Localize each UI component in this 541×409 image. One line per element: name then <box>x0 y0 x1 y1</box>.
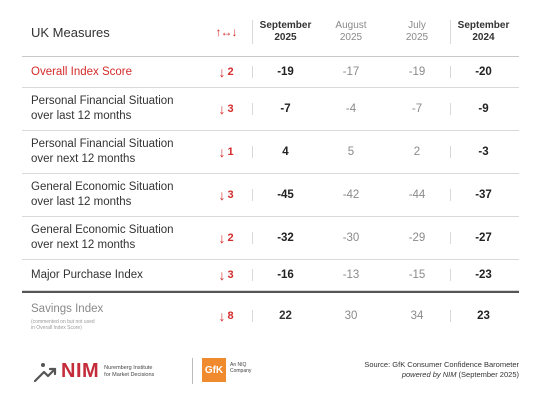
table-row: Personal Financial Situation over next 12… <box>22 131 519 174</box>
change-value: 3 <box>227 103 234 115</box>
source-note: Source: GfK Consumer Confidence Baromete… <box>364 360 519 379</box>
table-row: Major Purchase Index ↓ 3 -16 -13 -15 -23 <box>22 260 519 291</box>
down-arrow-icon: ↓ <box>218 308 226 324</box>
logo-divider <box>192 358 193 384</box>
value-jul-2025: 2 <box>413 146 421 158</box>
column-header-sep-2024: September 2024 <box>450 20 516 44</box>
table-row: General Economic Situation over next 12 m… <box>22 217 519 260</box>
column-header-aug-2025: August 2025 <box>335 20 367 43</box>
column-header-jul-2025: July 2025 <box>405 20 429 43</box>
footer: NIM Nuremberg Institute for Market Decisi… <box>22 348 519 394</box>
change-cell: ↓ 3 <box>200 101 252 117</box>
nim-subtitle: Nuremberg Institute for Market Decisions <box>104 364 155 378</box>
change-cell: ↓ 3 <box>200 267 252 283</box>
value-jul-2025: -19 <box>408 66 426 78</box>
row-label: Personal Financial Situation over next 12… <box>31 138 174 165</box>
gfk-subtitle: An NIQ Company <box>230 362 252 374</box>
row-label: General Economic Situation over last 12 m… <box>31 181 174 208</box>
savings-note: (commented on but not used in Overall Ind… <box>31 318 95 331</box>
savings-label: Savings Index <box>31 302 104 315</box>
value-sep-2024: -37 <box>450 189 516 201</box>
column-header-sep-2025: September 2025 <box>252 20 318 44</box>
down-arrow-icon: ↓ <box>218 187 226 203</box>
change-cell: ↓ 2 <box>200 64 252 80</box>
value-sep-2024: 23 <box>450 310 516 322</box>
change-value: 1 <box>227 146 234 158</box>
row-label: Major Purchase Index <box>31 268 143 281</box>
value-aug-2025: 30 <box>344 310 358 322</box>
change-header: ↑↔↓ <box>200 25 252 39</box>
change-value: 3 <box>227 189 234 201</box>
row-label: Overall Index Score <box>31 65 132 78</box>
value-aug-2025: -13 <box>342 269 360 281</box>
value-aug-2025: -4 <box>345 103 357 115</box>
value-sep-2025: -16 <box>252 269 318 281</box>
value-aug-2025: -17 <box>342 66 360 78</box>
value-sep-2025: -32 <box>252 232 318 244</box>
value-sep-2025: 4 <box>252 146 318 158</box>
gfk-logo: GfK <box>202 358 226 382</box>
change-value: 8 <box>227 310 234 322</box>
savings-row: Savings Index (commented on but not used… <box>22 291 519 339</box>
value-sep-2024: -9 <box>450 103 516 115</box>
table-row: General Economic Situation over last 12 m… <box>22 174 519 217</box>
down-arrow-icon: ↓ <box>218 64 226 80</box>
nim-logo: NIM Nuremberg Institute for Market Decisi… <box>32 360 154 383</box>
row-label: Personal Financial Situation over last 12… <box>31 95 174 122</box>
value-sep-2024: -27 <box>450 232 516 244</box>
value-sep-2024: -23 <box>450 269 516 281</box>
table-row: Personal Financial Situation over last 12… <box>22 88 519 131</box>
value-sep-2024: -20 <box>450 66 516 78</box>
down-arrow-icon: ↓ <box>218 267 226 283</box>
uk-measures-table: UK Measures ↑↔↓ September 2025 August 2025… <box>22 8 519 339</box>
change-cell: ↓ 2 <box>200 230 252 246</box>
nim-wordmark: NIM <box>61 360 100 382</box>
row-label: General Economic Situation over next 12 m… <box>31 224 174 251</box>
value-aug-2025: 5 <box>347 146 355 158</box>
down-arrow-icon: ↓ <box>218 144 226 160</box>
value-aug-2025: -42 <box>342 189 360 201</box>
table-header: UK Measures ↑↔↓ September 2025 August 2025… <box>22 8 519 57</box>
header-title: UK Measures <box>31 24 110 40</box>
value-sep-2024: -3 <box>450 146 516 158</box>
change-value: 2 <box>227 232 234 244</box>
value-sep-2025: -45 <box>252 189 318 201</box>
value-jul-2025: -15 <box>408 269 426 281</box>
value-jul-2025: 34 <box>410 310 424 322</box>
change-cell: ↓ 1 <box>200 144 252 160</box>
down-arrow-icon: ↓ <box>218 101 226 117</box>
change-cell: ↓ 3 <box>200 187 252 203</box>
value-jul-2025: -29 <box>408 232 426 244</box>
change-cell: ↓ 8 <box>200 308 252 324</box>
change-value: 2 <box>227 66 234 78</box>
savings-label-cell: Savings Index (commented on but not used… <box>22 302 200 331</box>
change-value: 3 <box>227 269 234 281</box>
down-arrow-icon: ↓ <box>218 230 226 246</box>
value-aug-2025: -30 <box>342 232 360 244</box>
value-jul-2025: -7 <box>411 103 423 115</box>
value-sep-2025: 22 <box>252 310 318 322</box>
value-sep-2025: -7 <box>252 103 318 115</box>
value-sep-2025: -19 <box>252 66 318 78</box>
value-jul-2025: -44 <box>408 189 426 201</box>
arrow-person-icon <box>33 362 57 382</box>
table-row: Overall Index Score ↓ 2 -19 -17 -19 -20 <box>22 57 519 88</box>
up-down-arrows-icon: ↑↔↓ <box>215 25 238 39</box>
